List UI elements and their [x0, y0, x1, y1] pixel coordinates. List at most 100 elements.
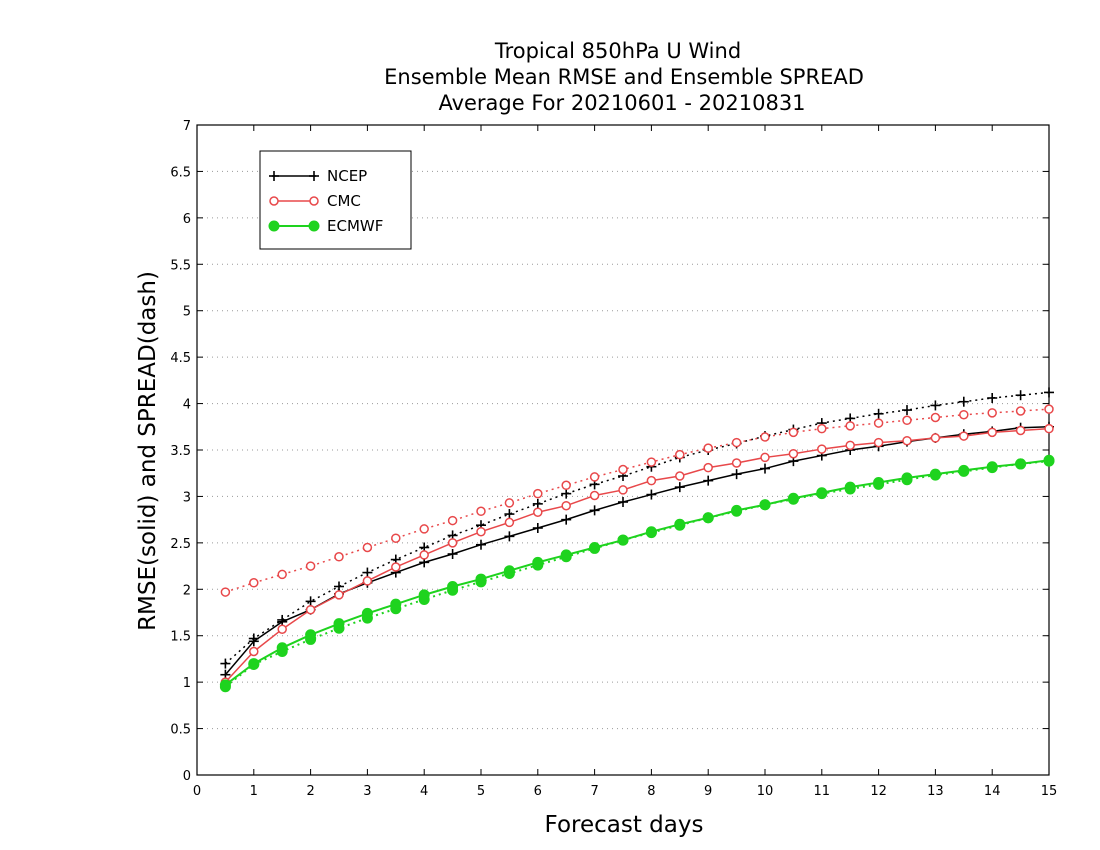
title-line-2: Ensemble Mean RMSE and Ensemble SPREAD: [384, 65, 864, 89]
data-point-cmc-rmse: [1015, 425, 1026, 436]
data-point-ecmwf-rmse: [418, 589, 430, 601]
data-point-cmc-rmse: [646, 475, 657, 486]
legend-marker-end: [308, 220, 320, 232]
data-point-cmc-rmse: [447, 538, 458, 548]
series-line-ncep-spread: [224, 391, 1050, 665]
data-point-cmc-spread: [447, 515, 458, 526]
x-tick-label: 10: [757, 784, 774, 799]
data-point-ncep-rmse: [504, 531, 515, 542]
data-point-cmc-spread: [1015, 406, 1026, 416]
y-tick-label: 4: [183, 398, 191, 413]
series-line-ecmwf-spread: [224, 460, 1050, 688]
data-point-ecmwf-rmse: [759, 499, 771, 511]
data-point-ecmwf-rmse: [787, 492, 799, 504]
data-point-ecmwf-rmse: [333, 618, 345, 630]
data-point-ncep-spread: [532, 498, 543, 509]
title-line-3: Average For 20210601 - 20210831: [438, 91, 805, 115]
data-point-cmc-rmse: [305, 604, 316, 615]
data-point-cmc-rmse: [419, 550, 429, 560]
x-tick-label: 8: [647, 784, 655, 799]
data-point-cmc-rmse: [987, 427, 997, 438]
data-point-cmc-rmse: [930, 433, 941, 443]
title-line-1: Tropical 850hPa U Wind: [494, 39, 741, 63]
data-point-cmc-spread: [731, 437, 742, 448]
data-point-ecmwf-rmse: [731, 504, 743, 516]
data-point-ecmwf-rmse: [617, 534, 629, 546]
data-point-cmc-spread: [873, 418, 884, 428]
y-tick-label: 6: [183, 212, 191, 227]
y-tick-label: 2.5: [170, 537, 191, 552]
x-axis-label: Forecast days: [545, 812, 704, 838]
data-point-cmc-spread: [902, 415, 912, 426]
data-point-cmc-rmse: [902, 435, 912, 446]
data-point-ncep-rmse: [674, 482, 685, 493]
data-point-ncep-rmse: [646, 489, 657, 500]
data-point-cmc-rmse: [504, 517, 515, 528]
data-point-ecmwf-rmse: [1015, 458, 1027, 470]
x-tick-label: 12: [870, 784, 887, 799]
data-point-ncep-rmse: [589, 505, 600, 516]
x-tick-label: 13: [927, 784, 944, 799]
legend-box: [259, 150, 412, 250]
data-point-cmc-spread: [362, 542, 373, 553]
data-point-cmc-spread: [1044, 404, 1054, 414]
data-point-ecmwf-rmse: [986, 461, 998, 473]
data-point-ncep-rmse: [476, 539, 486, 550]
series-line-cmc-rmse: [224, 427, 1050, 683]
series-line-ecmwf-rmse: [224, 459, 1050, 686]
data-point-cmc-spread: [987, 408, 997, 418]
data-point-cmc-rmse: [873, 437, 884, 448]
data-point-cmc-spread: [419, 524, 429, 534]
data-point-ncep-spread: [958, 396, 969, 407]
y-tick-label: 4.5: [170, 351, 191, 366]
data-point-ecmwf-rmse: [844, 481, 856, 493]
data-point-ecmwf-rmse: [1043, 454, 1055, 466]
data-point-ncep-spread: [504, 509, 515, 520]
data-point-cmc-rmse: [391, 562, 401, 572]
data-point-cmc-spread: [249, 578, 259, 588]
data-point-cmc-rmse: [249, 646, 259, 657]
axes: 00.511.522.533.544.555.566.570 1 2 3 4 5 6 7 8 9 1…: [170, 119, 1057, 799]
data-point-cmc-rmse: [277, 624, 287, 634]
data-point-cmc-rmse: [1044, 423, 1054, 434]
data-point-cmc-spread: [930, 412, 941, 423]
data-point-cmc-spread: [703, 443, 713, 453]
data-point-cmc-rmse: [731, 458, 742, 468]
data-point-ecmwf-rmse: [276, 642, 288, 654]
data-point-ncep-spread: [362, 567, 373, 578]
y-tick-label: 0: [183, 769, 191, 784]
plot-frame: [196, 124, 1050, 776]
data-point-ncep-spread: [220, 658, 231, 669]
data-point-cmc-spread: [618, 464, 628, 475]
data-point-cmc-spread: [845, 421, 855, 431]
data-point-cmc-rmse: [476, 526, 486, 537]
data-point-cmc-rmse: [788, 448, 799, 459]
data-point-ecmwf-rmse: [645, 526, 657, 538]
data-point-ncep-rmse: [731, 469, 742, 480]
y-tick-label: 6.5: [170, 165, 191, 180]
legend-marker-start: [268, 220, 280, 232]
data-point-cmc-spread: [788, 427, 799, 438]
data-point-cmc-spread: [533, 488, 543, 499]
legend-label: NCEP: [327, 167, 367, 185]
data-point-ecmwf-rmse: [958, 464, 970, 476]
series-cmc: [220, 404, 1054, 687]
data-point-ncep-spread: [561, 488, 572, 499]
data-point-cmc-rmse: [334, 590, 344, 600]
data-point-cmc-spread: [305, 561, 316, 571]
data-point-ncep-spread: [930, 400, 941, 411]
data-point-ecmwf-rmse: [589, 542, 601, 553]
y-tick-label: 0.5: [170, 723, 191, 738]
x-tick-label: 0: [193, 784, 201, 799]
legend: NCEP CMC ECMWF: [259, 150, 412, 250]
data-point-ecmwf-rmse: [532, 556, 544, 568]
data-point-cmc-rmse: [589, 490, 600, 501]
gridlines: [197, 170, 1049, 730]
series-line-cmc-spread: [225, 408, 1050, 593]
x-tick-label: 7: [590, 784, 598, 799]
data-point-ecmwf-rmse: [901, 472, 913, 484]
data-point-ncep-spread: [1015, 390, 1026, 401]
legend-item-cmc: CMC: [269, 192, 361, 210]
data-point-ecmwf-rmse: [560, 549, 572, 561]
data-point-ecmwf-rmse: [390, 598, 402, 610]
